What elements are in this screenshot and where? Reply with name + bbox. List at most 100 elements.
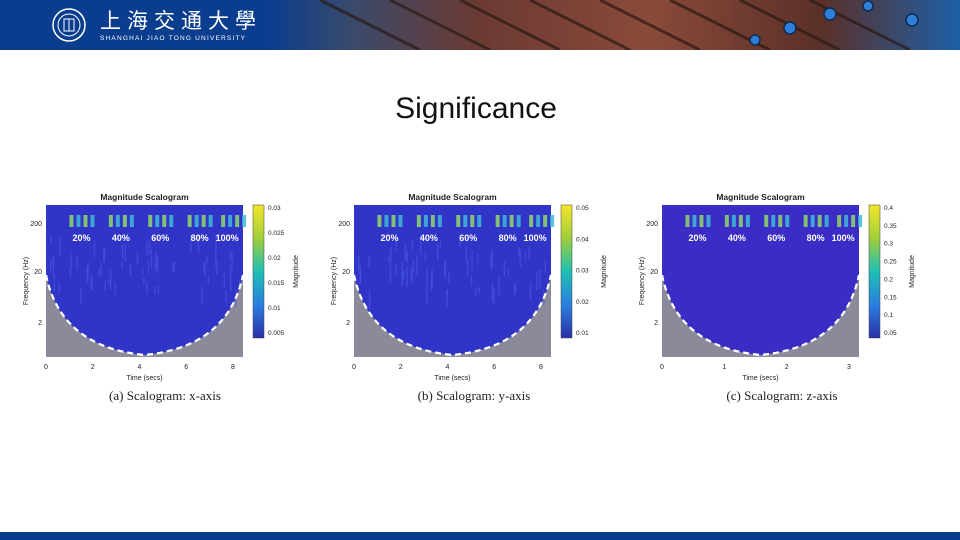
energy-band bbox=[803, 215, 808, 227]
texture-streak bbox=[146, 281, 148, 294]
energy-band bbox=[495, 215, 500, 227]
texture-streak bbox=[58, 282, 61, 295]
event-annotation: 60% bbox=[459, 233, 477, 243]
x-tick-label: 2 bbox=[399, 364, 403, 371]
university-seal-icon bbox=[52, 8, 86, 42]
y-tick-label: 2 bbox=[38, 320, 42, 327]
texture-streak bbox=[223, 273, 226, 287]
energy-band bbox=[242, 215, 247, 227]
texture-streak bbox=[444, 260, 446, 275]
texture-streak bbox=[216, 261, 218, 275]
energy-band bbox=[228, 215, 233, 227]
colorbar-tick-label: 0.03 bbox=[576, 268, 589, 275]
texture-streak bbox=[86, 266, 88, 283]
texture-streak bbox=[493, 288, 495, 305]
energy-band bbox=[162, 215, 167, 227]
texture-streak bbox=[104, 280, 106, 292]
cone-of-influence-line bbox=[660, 274, 861, 357]
texture-streak bbox=[143, 276, 145, 286]
texture-streak bbox=[412, 259, 415, 274]
texture-streak bbox=[401, 272, 403, 287]
energy-band bbox=[437, 215, 442, 227]
texture-streak bbox=[528, 246, 530, 260]
texture-streak bbox=[157, 285, 160, 294]
texture-streak bbox=[154, 285, 156, 294]
colorbar-tick-label: 0.2 bbox=[884, 276, 893, 283]
texture-streak bbox=[59, 237, 61, 256]
energy-band bbox=[685, 215, 690, 227]
texture-streak bbox=[206, 256, 208, 264]
event-annotation: 40% bbox=[112, 233, 130, 243]
texture-streak bbox=[524, 252, 527, 263]
texture-streak bbox=[201, 287, 203, 304]
texture-streak bbox=[109, 270, 112, 291]
texture-streak bbox=[436, 243, 439, 261]
energy-band bbox=[837, 215, 842, 227]
texture-streak bbox=[446, 289, 449, 296]
texture-streak bbox=[197, 236, 200, 254]
texture-streak bbox=[215, 249, 217, 267]
texture-streak bbox=[538, 269, 541, 289]
texture-streak bbox=[359, 271, 361, 285]
texture-streak bbox=[225, 289, 227, 302]
texture-streak bbox=[190, 235, 192, 253]
texture-streak bbox=[529, 282, 532, 300]
texture-streak bbox=[207, 274, 210, 285]
header-banner: 上海交通大學 SHANGHAI JIAO TONG UNIVERSITY bbox=[0, 0, 960, 50]
texture-streak bbox=[519, 248, 521, 268]
colorbar-tick-label: 0.25 bbox=[884, 259, 897, 266]
texture-streak bbox=[431, 268, 433, 287]
colorbar-tick-label: 0.3 bbox=[884, 241, 893, 248]
colorbar-tick-label: 0.05 bbox=[884, 330, 897, 337]
texture-streak bbox=[439, 240, 442, 250]
energy-band bbox=[384, 215, 389, 227]
texture-streak bbox=[419, 235, 422, 255]
energy-band bbox=[430, 215, 435, 227]
energy-band bbox=[509, 215, 514, 227]
texture-streak bbox=[513, 284, 516, 296]
texture-streak bbox=[215, 235, 217, 251]
colorbar-tick-label: 0.05 bbox=[576, 205, 589, 212]
x-tick-label: 0 bbox=[660, 364, 664, 371]
energy-band bbox=[122, 215, 127, 227]
texture-streak bbox=[390, 246, 392, 264]
colorbar-label: Magnitude bbox=[909, 255, 916, 288]
energy-band bbox=[187, 215, 192, 227]
texture-streak bbox=[53, 274, 56, 292]
energy-band bbox=[817, 215, 822, 227]
x-tick-label: 3 bbox=[847, 364, 851, 371]
texture-streak bbox=[231, 252, 233, 272]
texture-streak bbox=[203, 262, 205, 273]
scalogram-body bbox=[354, 205, 551, 355]
energy-band bbox=[115, 215, 120, 227]
texture-streak bbox=[459, 239, 461, 248]
energy-band bbox=[208, 215, 213, 227]
texture-streak bbox=[69, 266, 72, 278]
energy-band bbox=[76, 215, 81, 227]
x-tick-label: 2 bbox=[785, 364, 789, 371]
colorbar-label: Magnitude bbox=[293, 255, 300, 288]
texture-streak bbox=[411, 239, 414, 250]
footer-bar bbox=[0, 532, 960, 540]
texture-streak bbox=[476, 253, 479, 263]
texture-streak bbox=[76, 255, 79, 271]
x-axis-label: Time (secs) bbox=[126, 375, 162, 382]
energy-band bbox=[470, 215, 475, 227]
caption-x: (a) Scalogram: x-axis bbox=[109, 388, 221, 403]
texture-streak bbox=[544, 259, 547, 274]
energy-band bbox=[810, 215, 815, 227]
energy-band bbox=[69, 215, 74, 227]
texture-streak bbox=[204, 262, 206, 277]
y-tick-label: 20 bbox=[650, 269, 658, 276]
texture-streak bbox=[70, 254, 73, 269]
texture-streak bbox=[368, 289, 371, 310]
energy-band bbox=[771, 215, 776, 227]
texture-streak bbox=[470, 276, 473, 287]
scalogram-panel-y: Magnitude Scalogram 20% 40% 60% 80% 100% 200 20… bbox=[328, 185, 628, 410]
chart-title: Magnitude Scalogram bbox=[100, 192, 189, 202]
event-annotation: 20% bbox=[72, 233, 90, 243]
energy-band bbox=[764, 215, 769, 227]
cone-of-influence-line bbox=[352, 274, 553, 357]
energy-band bbox=[463, 215, 468, 227]
